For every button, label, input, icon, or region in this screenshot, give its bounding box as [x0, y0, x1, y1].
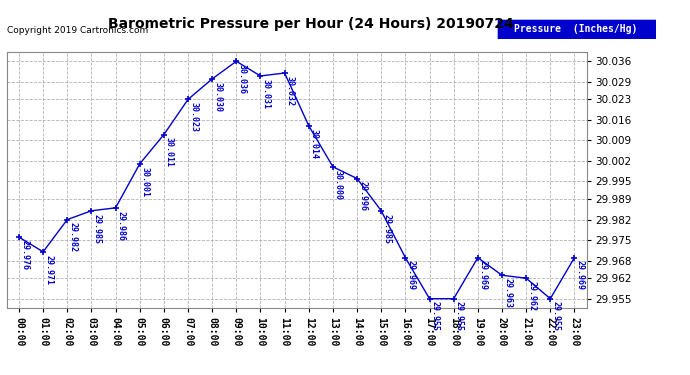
Text: Copyright 2019 Cartronics.com: Copyright 2019 Cartronics.com: [7, 26, 148, 35]
Text: 29.969: 29.969: [575, 261, 584, 291]
Text: 29.955: 29.955: [431, 302, 440, 332]
Text: 29.976: 29.976: [20, 240, 29, 270]
Text: 30.001: 30.001: [141, 166, 150, 196]
Text: 30.023: 30.023: [189, 102, 198, 132]
Text: 30.000: 30.000: [334, 170, 343, 200]
Text: 29.969: 29.969: [406, 261, 415, 291]
Text: 29.969: 29.969: [479, 261, 488, 291]
Text: 30.031: 30.031: [262, 79, 270, 109]
Text: 30.030: 30.030: [213, 82, 222, 112]
Text: Barometric Pressure per Hour (24 Hours) 20190724: Barometric Pressure per Hour (24 Hours) …: [108, 17, 513, 31]
Text: 29.971: 29.971: [44, 255, 53, 285]
Text: Pressure  (Inches/Hg): Pressure (Inches/Hg): [515, 24, 638, 34]
Text: 30.014: 30.014: [310, 129, 319, 159]
Text: 30.011: 30.011: [165, 137, 174, 167]
Text: 30.036: 30.036: [237, 64, 246, 94]
Text: 29.963: 29.963: [503, 278, 512, 308]
Text: 29.986: 29.986: [117, 211, 126, 241]
Text: 29.996: 29.996: [358, 181, 367, 211]
Text: 29.955: 29.955: [551, 302, 560, 332]
Text: 29.955: 29.955: [455, 302, 464, 332]
Text: 30.032: 30.032: [286, 76, 295, 106]
Text: 29.985: 29.985: [382, 213, 391, 243]
Text: 29.962: 29.962: [527, 281, 536, 311]
Text: 29.982: 29.982: [68, 222, 77, 252]
Text: 29.985: 29.985: [92, 213, 101, 243]
